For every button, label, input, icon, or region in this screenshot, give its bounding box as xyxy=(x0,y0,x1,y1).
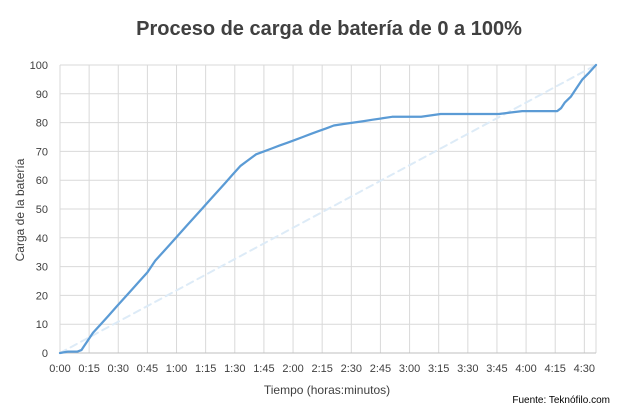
x-tick-label: 3:15 xyxy=(428,363,449,375)
x-tick-label: 0:15 xyxy=(78,363,99,375)
x-tick-label: 1:15 xyxy=(195,363,216,375)
y-tick-label: 80 xyxy=(36,118,48,130)
x-tick-label: 3:30 xyxy=(457,363,478,375)
x-tick-label: 2:45 xyxy=(370,363,391,375)
y-tick-label: 90 xyxy=(36,89,48,101)
x-tick-label: 0:00 xyxy=(49,363,70,375)
x-tick-label: 1:30 xyxy=(224,363,245,375)
x-tick-label: 3:00 xyxy=(399,363,420,375)
x-tick-label: 2:15 xyxy=(311,363,332,375)
y-axis-label: Carga de la batería xyxy=(13,158,27,261)
x-tick-label: 4:00 xyxy=(515,363,536,375)
source-label: Fuente: Teknófilo.com xyxy=(512,395,610,406)
x-tick-label: 4:15 xyxy=(545,363,566,375)
charge-line xyxy=(58,63,598,355)
y-tick-label: 0 xyxy=(42,348,48,360)
x-tick-label: 3:45 xyxy=(486,363,507,375)
x-tick-label: 0:30 xyxy=(108,363,129,375)
y-tick-label: 20 xyxy=(36,290,48,302)
y-tick-label: 50 xyxy=(36,204,48,216)
y-tick-label: 100 xyxy=(30,60,48,72)
x-tick-label: 1:00 xyxy=(166,363,187,375)
chart-title: Proceso de carga de batería de 0 a 100% xyxy=(136,18,522,40)
x-tick-label: 2:00 xyxy=(282,363,303,375)
x-tick-label: 2:30 xyxy=(341,363,362,375)
y-tick-label: 60 xyxy=(36,175,48,187)
y-tick-labels: 0 10 20 30 40 50 60 70 80 90 100 xyxy=(30,60,48,360)
x-axis-label: Tiempo (horas:minutos) xyxy=(264,383,390,397)
x-tick-label: 0:45 xyxy=(137,363,158,375)
x-tick-label: 4:30 xyxy=(574,363,595,375)
x-tick-labels: 0:00 0:15 0:30 0:45 1:00 1:15 1:30 1:45 2:00 2:15… xyxy=(49,363,595,375)
y-tick-label: 40 xyxy=(36,233,48,245)
y-tick-label: 30 xyxy=(36,262,48,274)
y-tick-label: 10 xyxy=(36,319,48,331)
series-layer xyxy=(58,63,598,355)
x-tick-label: 1:45 xyxy=(253,363,274,375)
y-tick-label: 70 xyxy=(36,146,48,158)
